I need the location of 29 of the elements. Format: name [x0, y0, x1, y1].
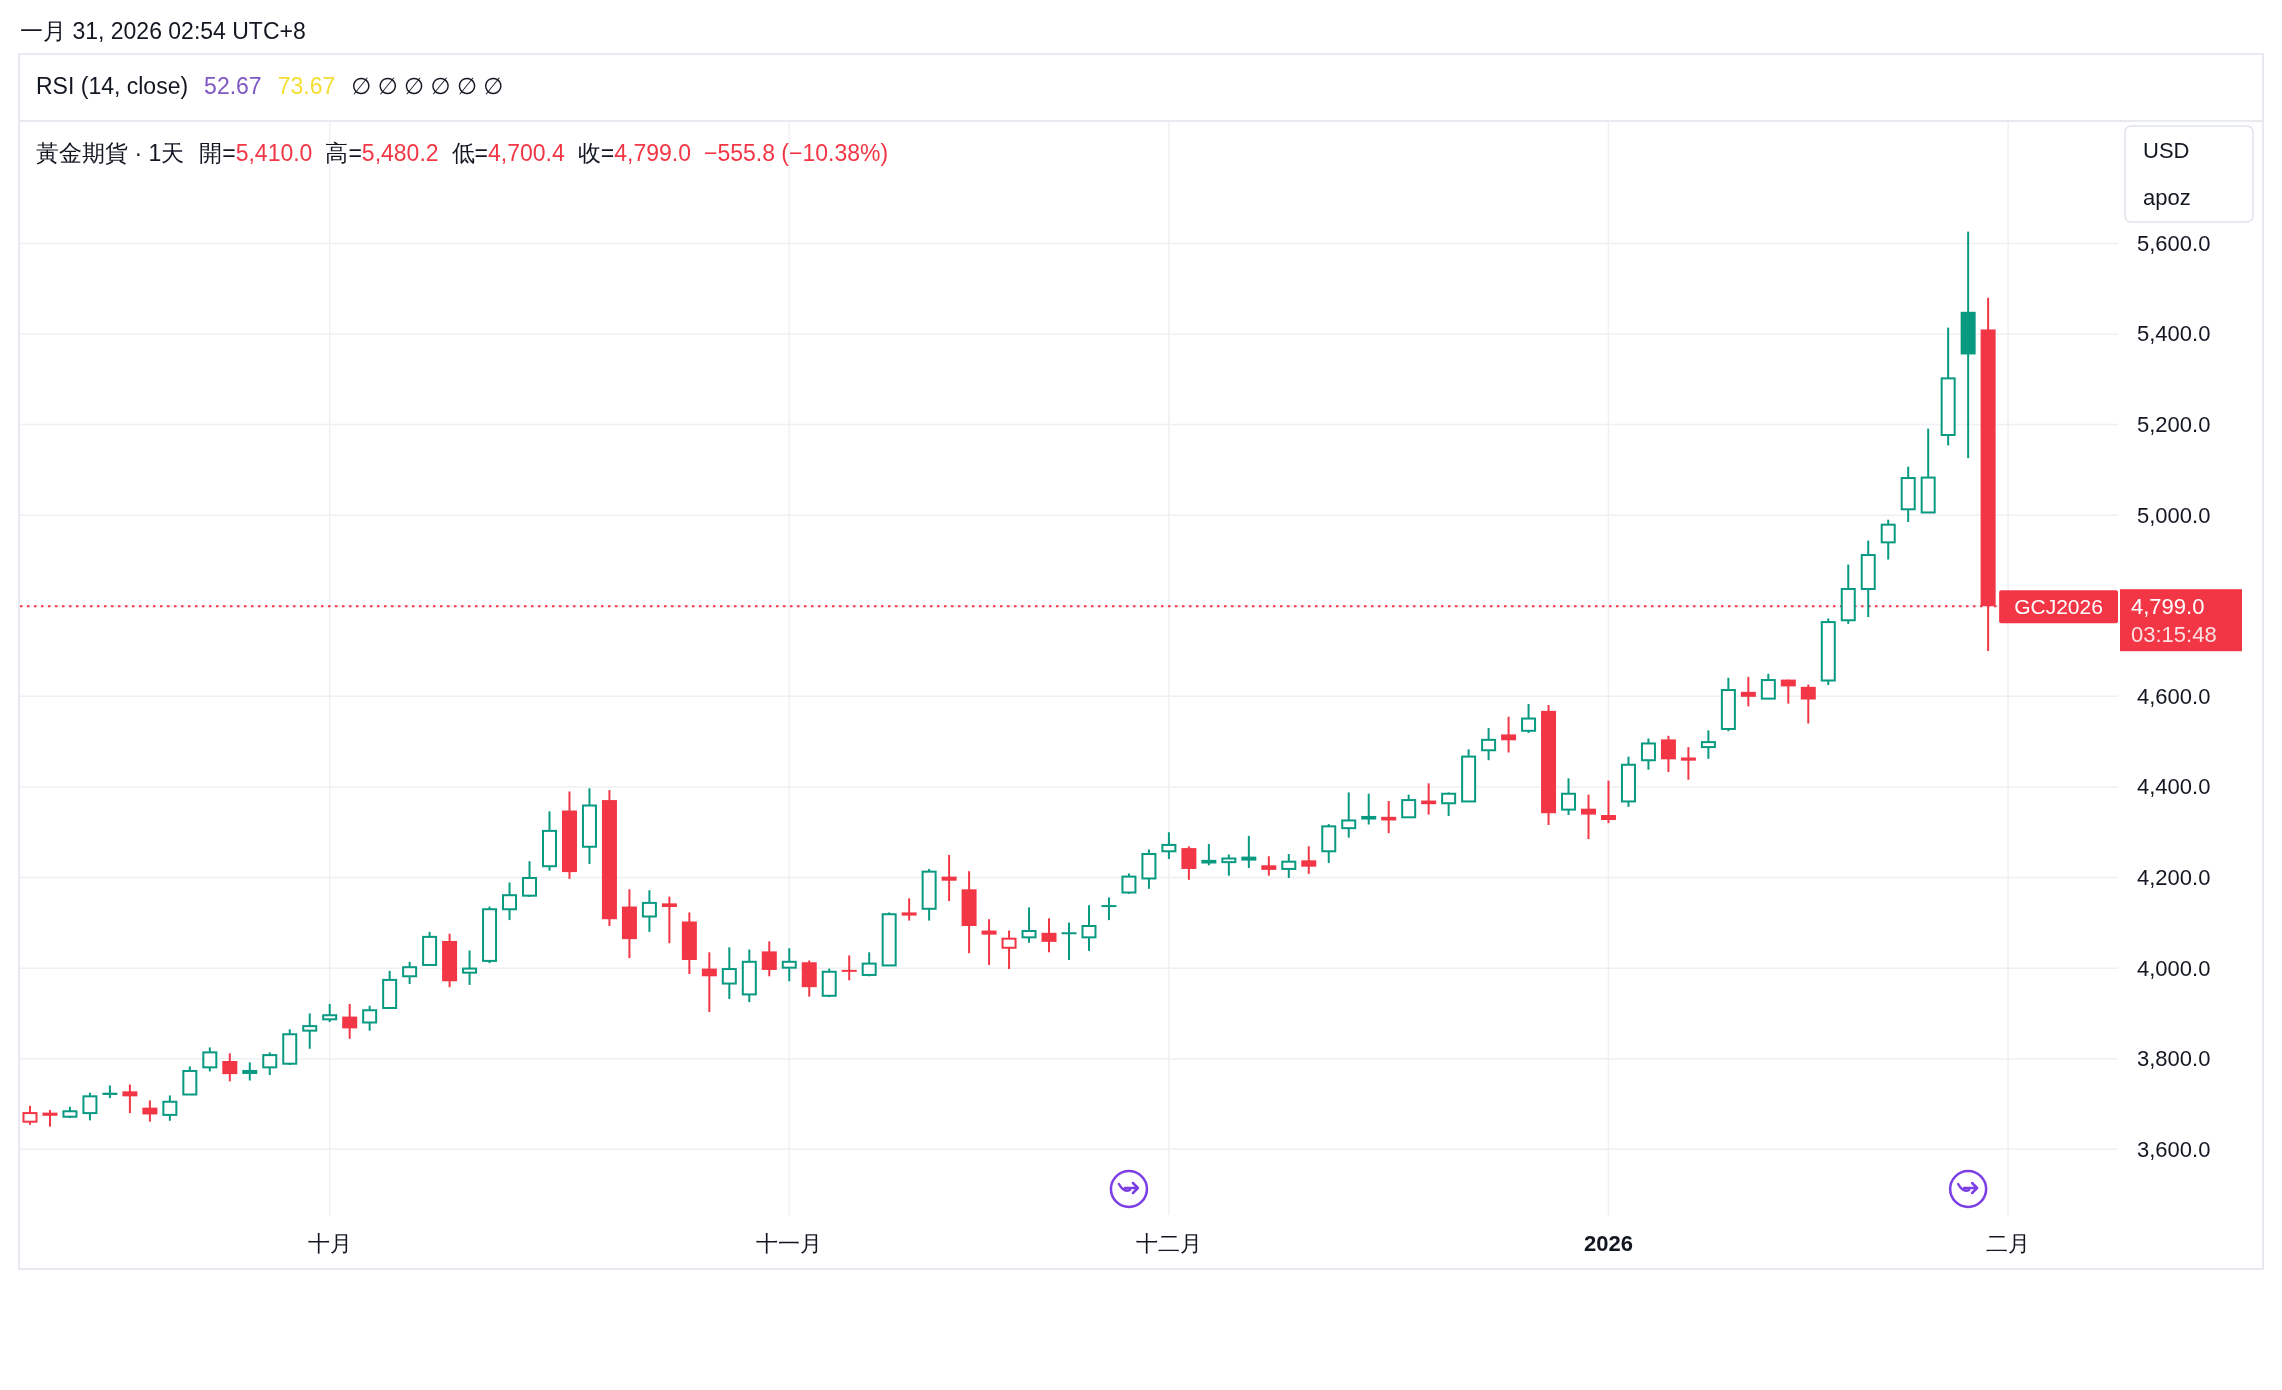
scale-box: USD apoz [2124, 125, 2254, 223]
xtick-label: 十月 [307, 1230, 352, 1256]
xtick-label: 十二月 [1135, 1230, 1202, 1256]
xtick-label: 2026 [1584, 1230, 1633, 1256]
ytick-label: 3,800.0 [2137, 1046, 2211, 1072]
ytick-label: 5,400.0 [2137, 321, 2211, 347]
indicator-text: 73.67 [277, 73, 336, 99]
ohlc-text: −555.8 (−10.38%) [704, 140, 889, 166]
xtick-label: 二月 [1986, 1230, 2031, 1256]
indicator-text: RSI (14, close) [36, 73, 189, 99]
indicator-text: 52.67 [204, 73, 262, 99]
ytick-label: 4,400.0 [2137, 774, 2211, 800]
ytick-label: 5,600.0 [2137, 230, 2211, 256]
price-label: 4,799.0 03:15:48 [2120, 589, 2242, 652]
ytick-label: 4,600.0 [2137, 683, 2211, 709]
indicator-text: ∅ ∅ ∅ ∅ ∅ ∅ [351, 73, 504, 99]
ohlc-text: 開=5,410.0 [199, 140, 313, 166]
ytick-label: 4,000.0 [2137, 955, 2211, 981]
ytick-label: 5,000.0 [2137, 502, 2211, 528]
ytick-label: 4,200.0 [2137, 865, 2211, 891]
ohlc-text: 收=4,799.0 [577, 140, 691, 166]
subtitle: 一月 31, 2026 02:54 UTC+8 [20, 18, 306, 44]
title: 黃金期貨 · 1天 [36, 140, 185, 166]
ytick-label: 3,600.0 [2137, 1136, 2211, 1162]
ref-line-label: GCJ2026 [2014, 594, 2103, 618]
ytick-label: 5,200.0 [2137, 412, 2211, 438]
ohlc-text: 低=4,700.4 [451, 140, 565, 166]
xtick-label: 十一月 [756, 1230, 823, 1256]
ohlc-text: 高=5,480.2 [325, 140, 439, 166]
